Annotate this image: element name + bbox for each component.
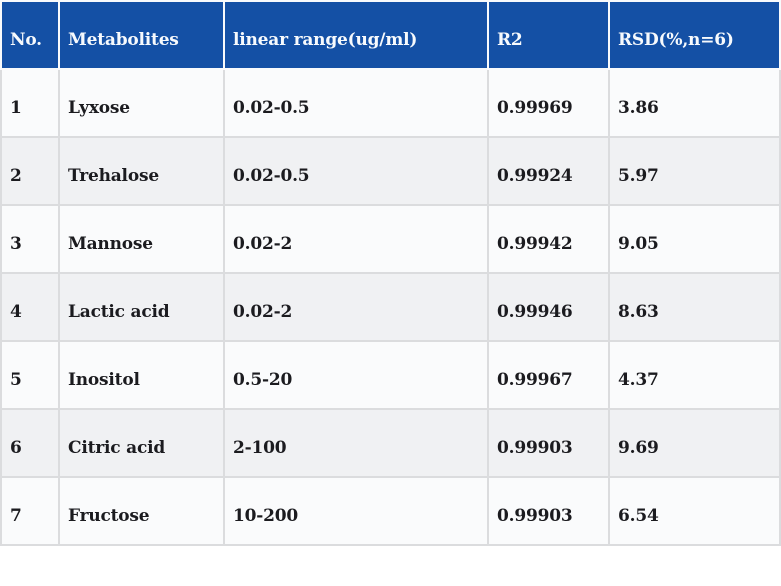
table-body: 1 Lyxose 0.02-0.5 0.99969 3.86 2 Trehalo… (0, 68, 781, 546)
table-row: 5 Inositol 0.5-20 0.99967 4.37 (0, 340, 781, 410)
cell-rsd: 4.37 (608, 340, 781, 410)
col-header-metabolites: Metabolites (58, 0, 225, 70)
table-row: 7 Fructose 10-200 0.99903 6.54 (0, 476, 781, 546)
metabolites-table: No. Metabolites linear range(ug/ml) R2 R… (0, 0, 781, 546)
cell-metabolite: Fructose (58, 476, 225, 546)
table-row: 4 Lactic acid 0.02-2 0.99946 8.63 (0, 272, 781, 342)
col-header-r2: R2 (487, 0, 610, 70)
cell-no: 3 (0, 204, 60, 274)
table-row: 6 Citric acid 2-100 0.99903 9.69 (0, 408, 781, 478)
cell-r2: 0.99942 (487, 204, 610, 274)
cell-no: 4 (0, 272, 60, 342)
cell-rsd: 9.69 (608, 408, 781, 478)
col-header-rsd: RSD(%,n=6) (608, 0, 781, 70)
cell-no: 6 (0, 408, 60, 478)
cell-linear-range: 0.02-0.5 (223, 136, 489, 206)
cell-linear-range: 0.02-0.5 (223, 68, 489, 138)
cell-metabolite: Inositol (58, 340, 225, 410)
cell-r2: 0.99903 (487, 408, 610, 478)
cell-no: 2 (0, 136, 60, 206)
cell-rsd: 6.54 (608, 476, 781, 546)
cell-r2: 0.99903 (487, 476, 610, 546)
cell-r2: 0.99924 (487, 136, 610, 206)
col-header-no: No. (0, 0, 60, 70)
cell-rsd: 3.86 (608, 68, 781, 138)
page: No. Metabolites linear range(ug/ml) R2 R… (0, 0, 781, 546)
cell-linear-range: 10-200 (223, 476, 489, 546)
cell-r2: 0.99967 (487, 340, 610, 410)
cell-metabolite: Lyxose (58, 68, 225, 138)
cell-r2: 0.99946 (487, 272, 610, 342)
cell-metabolite: Citric acid (58, 408, 225, 478)
cell-r2: 0.99969 (487, 68, 610, 138)
cell-linear-range: 2-100 (223, 408, 489, 478)
cell-linear-range: 0.5-20 (223, 340, 489, 410)
cell-rsd: 5.97 (608, 136, 781, 206)
col-header-linear-range: linear range(ug/ml) (223, 0, 489, 70)
cell-no: 5 (0, 340, 60, 410)
table-header: No. Metabolites linear range(ug/ml) R2 R… (0, 0, 781, 70)
header-row: No. Metabolites linear range(ug/ml) R2 R… (0, 0, 781, 70)
cell-rsd: 8.63 (608, 272, 781, 342)
cell-metabolite: Lactic acid (58, 272, 225, 342)
cell-linear-range: 0.02-2 (223, 204, 489, 274)
cell-no: 7 (0, 476, 60, 546)
cell-metabolite: Mannose (58, 204, 225, 274)
cell-metabolite: Trehalose (58, 136, 225, 206)
table-row: 1 Lyxose 0.02-0.5 0.99969 3.86 (0, 68, 781, 138)
table-row: 2 Trehalose 0.02-0.5 0.99924 5.97 (0, 136, 781, 206)
cell-no: 1 (0, 68, 60, 138)
cell-linear-range: 0.02-2 (223, 272, 489, 342)
table-row: 3 Mannose 0.02-2 0.99942 9.05 (0, 204, 781, 274)
cell-rsd: 9.05 (608, 204, 781, 274)
